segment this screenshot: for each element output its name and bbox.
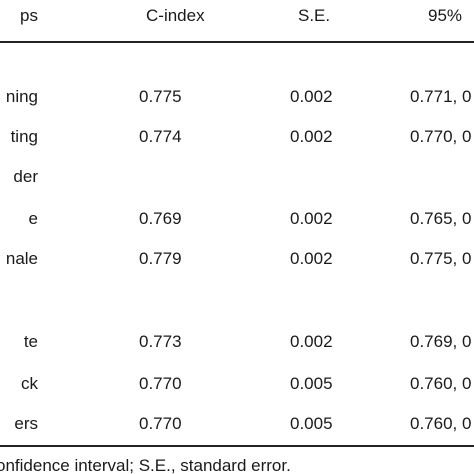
row-se: 0.002 <box>290 209 333 228</box>
row-se: 0.002 <box>290 127 333 146</box>
row-ci: 0.765, 0 <box>410 209 472 228</box>
row-ci: 0.760, 0 <box>410 414 472 433</box>
row-ci: 0.770, 0 <box>410 127 472 146</box>
footnote: onfidence interval; S.E., standard error… <box>0 456 291 474</box>
row-ci: 0.760, 0 <box>410 374 472 393</box>
row-cindex: 0.769 <box>139 209 182 228</box>
row-ci: 0.771, 0 <box>410 87 472 106</box>
row-label: nale <box>5 249 38 268</box>
row-cindex: 0.774 <box>139 127 182 146</box>
row-ci: 0.769, 0 <box>410 332 472 351</box>
header-group: ps <box>20 6 38 25</box>
header-se: S.E. <box>298 6 331 25</box>
row-cindex: 0.770 <box>139 414 182 433</box>
row-cindex: 0.773 <box>139 332 182 351</box>
row-label: e <box>28 209 38 228</box>
header-c-index: C-index <box>146 6 205 25</box>
row-se: 0.005 <box>290 374 333 393</box>
row-ci: 0.775, 0 <box>410 249 472 268</box>
row-cindex: 0.779 <box>139 249 182 268</box>
row-se: 0.002 <box>290 249 333 268</box>
row-label: te <box>23 332 38 351</box>
header-rule <box>0 41 474 43</box>
section-label: der <box>13 167 38 186</box>
row-label: ting <box>10 127 38 146</box>
row-label: ers <box>14 414 38 433</box>
row-cindex: 0.770 <box>139 374 182 393</box>
row-se: 0.002 <box>290 332 333 351</box>
row-cindex: 0.775 <box>139 87 182 106</box>
header-95ci: 95% <box>428 6 463 25</box>
row-se: 0.005 <box>290 414 333 433</box>
row-label: ck <box>21 374 38 393</box>
row-se: 0.002 <box>290 87 333 106</box>
row-label: ning <box>5 87 38 106</box>
bottom-rule <box>0 445 474 447</box>
